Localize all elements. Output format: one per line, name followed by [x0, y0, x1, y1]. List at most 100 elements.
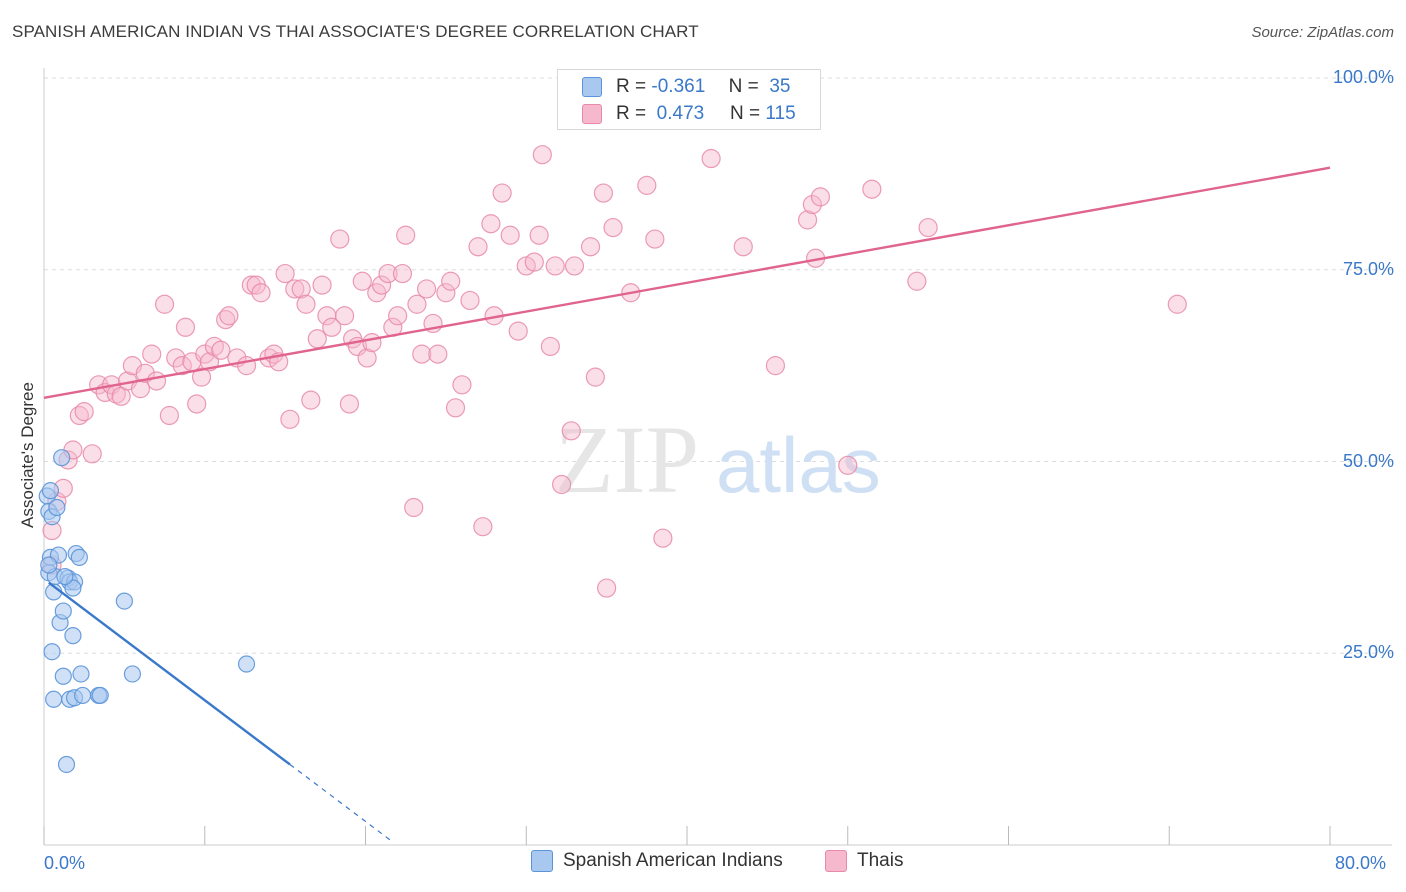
- thais-point: [802, 194, 822, 215]
- thais-point: [166, 348, 186, 368]
- thais-point: [312, 275, 332, 295]
- y-axis-label: Associate's Degree: [18, 382, 37, 528]
- legend-n-value: 35: [769, 76, 791, 97]
- axes: [43, 68, 1392, 846]
- thais-trend-line: [43, 166, 1331, 400]
- legend-n-value: 115: [765, 103, 796, 124]
- thais-point: [291, 279, 311, 299]
- thais-point: [142, 344, 162, 364]
- thais-point: [452, 375, 472, 395]
- spanish-american-indians-point: [56, 567, 74, 586]
- thais-point: [468, 237, 488, 257]
- thais-point: [219, 306, 239, 326]
- bottom-legend-label-pink: Thais: [857, 850, 904, 871]
- thais-point: [500, 225, 520, 245]
- spanish-american-indians-point: [70, 548, 88, 566]
- thais-point: [637, 175, 657, 195]
- thais-point: [545, 256, 565, 276]
- spanish-american-indians-point: [53, 449, 71, 467]
- thais-point: [187, 394, 207, 414]
- thais-point: [436, 283, 456, 303]
- y-tick-label-100: 100.0%: [1332, 67, 1394, 87]
- thais-point: [561, 421, 581, 441]
- legend-n-label: N =: [728, 76, 759, 97]
- thais-point: [492, 183, 512, 203]
- bottom-legend-swatch-pink: [825, 850, 847, 872]
- thais-point: [280, 409, 300, 429]
- spanish-american-indians-point: [115, 592, 133, 610]
- spanish-american-indians-point: [64, 627, 82, 645]
- thais-point: [529, 225, 549, 245]
- y-tick-label-75: 75.0%: [1342, 258, 1394, 279]
- thais-point: [653, 528, 673, 548]
- thais-point: [352, 271, 372, 291]
- thais-point: [645, 229, 665, 249]
- thais-point: [603, 217, 623, 238]
- thais-point: [392, 263, 413, 284]
- thais-point: [597, 578, 617, 598]
- y-tick-label-50: 50.0%: [1342, 450, 1394, 471]
- thais-point: [285, 279, 305, 299]
- thais-point: [733, 237, 753, 257]
- thais-point: [765, 356, 786, 376]
- spanish-american-indians-point: [54, 667, 72, 685]
- spanish-american-indians-trend-line: [48, 581, 291, 766]
- spanish-american-indians-point: [237, 655, 256, 673]
- thais-point: [335, 306, 355, 326]
- thais-point: [251, 283, 271, 303]
- stats-legend: R = -0.361 N = 35 R = 0.473 N = 115: [557, 69, 821, 130]
- thais-point: [159, 405, 179, 426]
- thais-point: [445, 398, 466, 418]
- thais-point: [211, 340, 231, 360]
- thais-point: [540, 336, 560, 357]
- trend-lines: [43, 166, 1331, 843]
- x-tick-label-min: 0.0%: [44, 853, 86, 873]
- bottom-legend-pink: Thais: [825, 850, 903, 872]
- legend-r-label: R =: [616, 76, 647, 97]
- thais-point: [191, 367, 212, 387]
- y-tick-label-25: 25.0%: [1342, 642, 1394, 663]
- thais-point: [585, 367, 605, 387]
- thais-point: [357, 348, 377, 368]
- thais-point: [532, 145, 552, 165]
- thais-point: [416, 279, 437, 299]
- thais-point: [441, 271, 461, 291]
- thais-point: [473, 517, 493, 537]
- thais-point: [378, 263, 398, 284]
- thais-point: [275, 263, 295, 284]
- thais-point: [362, 333, 382, 353]
- spanish-american-indians-point: [54, 602, 72, 620]
- thais-point: [388, 306, 408, 326]
- thais-point: [907, 271, 927, 291]
- watermark: ZIP atlas: [555, 406, 881, 513]
- thais-point: [172, 356, 192, 376]
- spanish-american-indians-points: [38, 449, 256, 774]
- thais-point: [838, 455, 858, 475]
- x-tick-label-max: 80.0%: [1335, 853, 1387, 873]
- legend-swatch-pink: [582, 104, 602, 124]
- spanish-american-indians-point: [41, 482, 60, 500]
- spanish-american-indians-point: [48, 498, 66, 517]
- legend-r-label: R =: [616, 103, 647, 124]
- watermark-atlas: atlas: [716, 421, 881, 509]
- legend-row-blue: R = -0.361 N = 35: [582, 75, 790, 99]
- thais-point: [301, 390, 321, 410]
- legend-swatch-blue: [582, 77, 602, 97]
- legend-r-value: 0.473: [656, 103, 705, 124]
- thais-point: [460, 290, 480, 311]
- thais-point: [404, 497, 424, 518]
- spanish-american-indians-point: [45, 690, 63, 708]
- thais-point: [74, 402, 94, 422]
- thais-point: [322, 317, 342, 337]
- thais-point: [339, 394, 360, 414]
- spanish-american-indians-trend-extension: [289, 763, 394, 843]
- thais-point: [330, 229, 350, 249]
- thais-point: [154, 294, 175, 314]
- legend-n-label: N =: [729, 103, 761, 124]
- spanish-american-indians-point: [43, 643, 61, 661]
- thais-point: [593, 183, 614, 203]
- thais-point: [508, 321, 528, 341]
- chart-title: SPANISH AMERICAN INDIAN VS THAI ASSOCIAT…: [12, 22, 699, 41]
- thais-point: [1167, 294, 1187, 314]
